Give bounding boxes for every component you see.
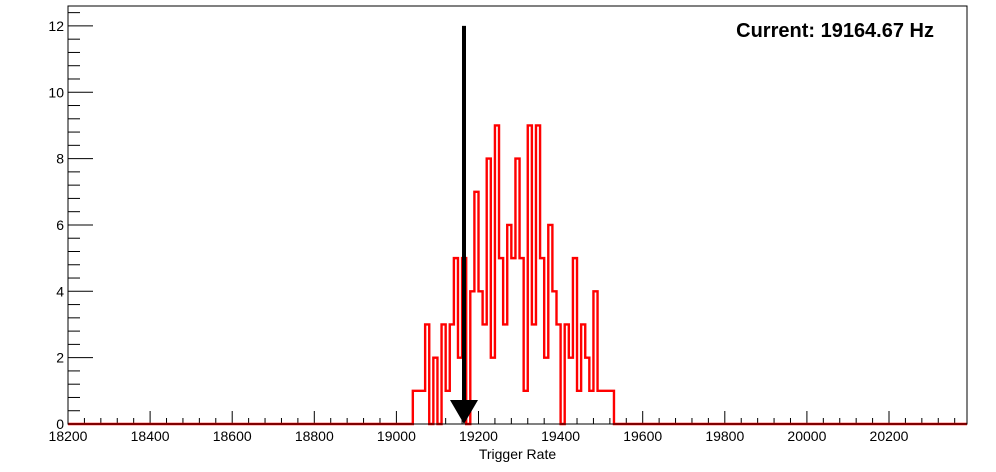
x-tick-label: 18800 bbox=[295, 428, 334, 444]
axis-tick-labels: 0 2 4 6 8 10 12 18200 18400 18600 18800 19000 19200 1… bbox=[48, 18, 908, 444]
y-tick-label: 12 bbox=[48, 18, 64, 34]
x-tick-label: 19400 bbox=[541, 428, 580, 444]
x-tick-label: 19800 bbox=[705, 428, 744, 444]
y-tick-label: 8 bbox=[56, 151, 64, 167]
plot-frame bbox=[67, 5, 968, 425]
y-tick-label: 10 bbox=[48, 84, 64, 100]
current-rate-label: Current: 19164.67 Hz bbox=[736, 20, 934, 42]
x-axis-title: Trigger Rate bbox=[479, 446, 557, 462]
y-tick-label: 0 bbox=[56, 416, 64, 432]
x-tick-label: 19600 bbox=[623, 428, 662, 444]
x-tick-label: 18400 bbox=[131, 428, 170, 444]
x-tick-label: 18200 bbox=[49, 428, 88, 444]
x-tick-label: 18600 bbox=[213, 428, 252, 444]
x-tick-label: 20200 bbox=[870, 428, 909, 444]
x-tick-label: 19200 bbox=[459, 428, 498, 444]
histogram-series-line bbox=[68, 124, 967, 426]
x-tick-label: 19000 bbox=[377, 428, 416, 444]
y-tick-label: 2 bbox=[56, 350, 64, 366]
x-tick-label: 20000 bbox=[787, 428, 826, 444]
arrow-head bbox=[449, 400, 478, 424]
y-tick-label: 4 bbox=[56, 283, 64, 299]
current-value-arrow bbox=[449, 25, 478, 424]
y-tick-label: 6 bbox=[56, 217, 64, 233]
